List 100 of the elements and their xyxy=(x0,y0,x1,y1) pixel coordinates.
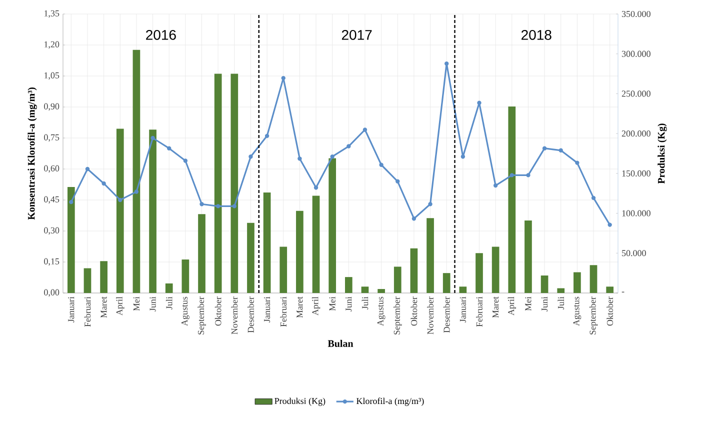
y-tick-label: 1,35 xyxy=(44,10,60,18)
point xyxy=(150,136,155,140)
point xyxy=(232,204,236,208)
y-tick-label: 0,30 xyxy=(44,227,60,235)
x-tick-label: Mei xyxy=(525,296,532,311)
point xyxy=(396,179,400,184)
y2-axis-title: Produksi (Kg) xyxy=(658,124,667,184)
bar xyxy=(476,253,483,293)
bar xyxy=(165,283,173,293)
y-tick-label: 0,00 xyxy=(44,289,60,297)
x-tick-label: Juli xyxy=(166,296,172,310)
x-tick-label: Juni xyxy=(542,296,548,312)
bar xyxy=(132,50,140,293)
x-tick-label: Mei xyxy=(329,296,336,311)
legend-label: Produksi (Kg) xyxy=(274,398,326,406)
y-tick-label: 0,75 xyxy=(44,134,60,142)
point xyxy=(477,100,482,105)
x-tick-label: Agustus xyxy=(573,296,582,326)
bar xyxy=(312,196,320,293)
point xyxy=(216,204,220,208)
x-tick-label: Oktober xyxy=(410,296,418,326)
point xyxy=(575,160,580,165)
bar xyxy=(84,268,92,293)
bar xyxy=(182,260,190,293)
point xyxy=(542,146,547,150)
point xyxy=(167,146,172,150)
bar xyxy=(378,289,385,293)
y-tick-label: 0,45 xyxy=(44,196,60,204)
x-tick-label: Desember xyxy=(248,296,254,333)
annotation: 2016 xyxy=(146,30,176,40)
x-tick-label: September xyxy=(589,296,598,334)
point xyxy=(379,162,384,167)
x-tick-label: Juli xyxy=(558,296,564,310)
x-tick-label: Mei xyxy=(133,296,140,311)
x-tick-label: Juni xyxy=(150,296,156,312)
x-tick-label: Juli xyxy=(362,296,368,310)
y-axis-title: Konsentrasi Klorofil-a (mg/m³) xyxy=(28,88,37,220)
x-tick-label: Maret xyxy=(492,296,499,318)
y2-tick-label: 50.000 xyxy=(622,250,646,256)
point xyxy=(526,173,530,178)
bar xyxy=(100,261,108,293)
x-axis-title: Bulan xyxy=(328,340,354,347)
bar xyxy=(557,288,565,293)
x-tick-label: April xyxy=(508,296,516,316)
point xyxy=(460,154,466,159)
x-tick-label: Agustus xyxy=(377,296,386,326)
annotation: 2018 xyxy=(522,30,552,40)
point xyxy=(183,158,188,163)
point xyxy=(510,173,514,178)
point xyxy=(444,62,449,66)
point xyxy=(314,186,318,190)
bar xyxy=(149,130,156,293)
point xyxy=(69,200,74,204)
y-tick-label: 0,60 xyxy=(44,165,60,173)
point xyxy=(298,156,302,161)
y-tick-label: 1,20 xyxy=(44,41,60,49)
bar xyxy=(214,74,222,293)
x-tick-label: April xyxy=(312,296,320,316)
bar xyxy=(540,275,548,293)
y-tick-label: 1,05 xyxy=(44,72,60,80)
point xyxy=(200,202,204,206)
bar xyxy=(492,246,500,293)
point xyxy=(591,196,596,200)
x-tick-label: Oktober xyxy=(214,296,222,326)
bar xyxy=(328,158,336,293)
x-tick-label: November xyxy=(231,296,238,334)
bar xyxy=(198,214,206,293)
bar xyxy=(67,186,75,293)
x-tick-label: September xyxy=(394,296,402,334)
point xyxy=(281,76,286,80)
point xyxy=(362,128,368,132)
y2-tick-label: 150.000 xyxy=(622,170,650,176)
point xyxy=(558,148,563,152)
x-tick-label: Februari xyxy=(476,296,482,327)
y-tick-label: 0,90 xyxy=(44,103,60,111)
y2-tick-label: 250.000 xyxy=(622,90,650,97)
x-tick-label: Februari xyxy=(280,296,287,327)
y2-tick-label: 100.000 xyxy=(622,210,650,216)
bar xyxy=(296,210,304,293)
x-tick-label: November xyxy=(427,296,434,334)
bar xyxy=(606,286,614,293)
legend-label: Klorofil-a (mg/m³) xyxy=(356,398,424,406)
point xyxy=(428,202,432,206)
bar xyxy=(263,192,271,293)
point xyxy=(134,190,139,194)
point xyxy=(330,154,334,159)
x-tick-label: Oktober xyxy=(606,296,614,326)
bar xyxy=(116,128,124,293)
bar xyxy=(361,286,369,293)
bar xyxy=(344,277,352,293)
point xyxy=(608,222,612,227)
x-tick-label: Januari xyxy=(68,296,74,322)
point xyxy=(85,166,90,172)
bar xyxy=(426,218,434,293)
point xyxy=(248,154,253,159)
x-tick-label: Januari xyxy=(460,296,466,322)
y2-tick-label: 200.000 xyxy=(622,130,650,137)
point xyxy=(102,181,106,186)
x-tick-label: Juni xyxy=(346,296,352,312)
point xyxy=(118,198,122,202)
